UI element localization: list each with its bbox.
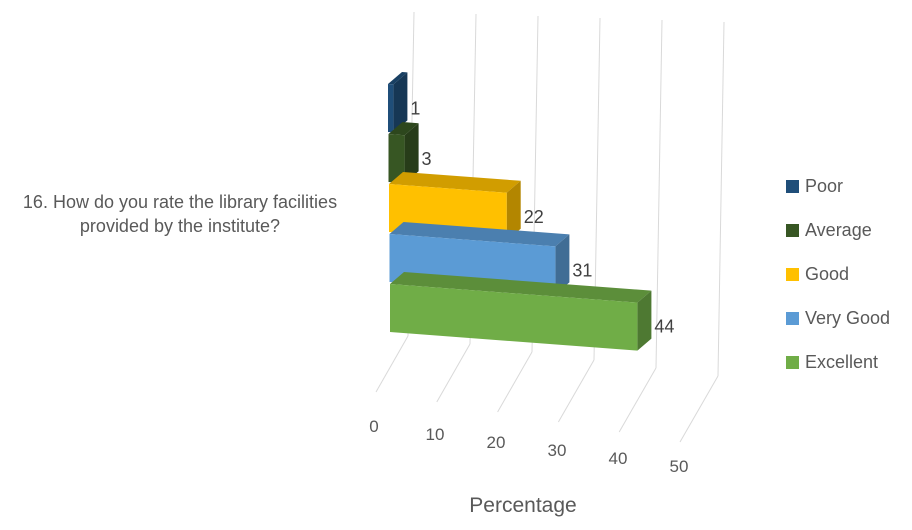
legend-swatch <box>786 311 799 325</box>
legend-label: Average <box>805 219 872 240</box>
legend-label: Poor <box>805 175 844 196</box>
x-tick-label: 10 <box>426 425 445 444</box>
bar-top-excellent <box>390 272 652 303</box>
legend-label: Good <box>805 263 850 284</box>
floor-gridline <box>436 343 471 403</box>
data-label-average: 3 <box>422 149 432 169</box>
bar-average <box>388 134 405 184</box>
data-label-good: 22 <box>524 207 544 227</box>
bar-side-poor <box>393 72 408 133</box>
bar-poor <box>388 84 394 133</box>
bar-top-poor <box>388 72 408 85</box>
bar-side-good <box>506 180 521 241</box>
legend-item-very-good: Very Good <box>786 296 890 340</box>
bar-side-average <box>404 123 419 184</box>
floor-gridline <box>375 335 409 393</box>
x-tick-label: 30 <box>548 441 567 460</box>
legend-label: Excellent <box>805 351 879 372</box>
legend-swatch <box>786 179 799 193</box>
floor-gridline <box>557 359 595 423</box>
x-tick-label: 40 <box>609 449 628 468</box>
x-axis-title: Percentage <box>469 494 576 517</box>
data-label-poor: 1 <box>410 98 420 118</box>
category-label: 16. How do you rate the library faciliti… <box>22 192 338 236</box>
data-label-very-good: 31 <box>572 260 592 280</box>
bar-excellent <box>390 284 638 351</box>
legend-swatch <box>786 355 799 369</box>
floor-gridline <box>618 367 657 433</box>
legend-swatch <box>786 267 799 281</box>
floor-gridline <box>497 351 533 413</box>
gridline <box>655 19 663 369</box>
bar-top-very-good <box>389 222 570 247</box>
floor-gridline <box>679 375 719 443</box>
legend: Poor Average Good Very Good Excellent <box>786 164 890 384</box>
legend-label: Very Good <box>805 307 891 328</box>
legend-item-average: Average <box>786 208 890 252</box>
bar-top-average <box>388 122 419 136</box>
bar-top-good <box>389 172 521 193</box>
x-tick-label: 0 <box>369 417 378 436</box>
legend-item-good: Good <box>786 252 890 296</box>
data-label-excellent: 44 <box>654 317 674 337</box>
legend-item-poor: Poor <box>786 164 890 208</box>
x-tick-label: 50 <box>670 457 689 476</box>
x-tick-label: 20 <box>487 433 506 452</box>
gridline <box>717 21 725 377</box>
bar-side-very-good <box>555 234 570 295</box>
legend-item-excellent: Excellent <box>786 340 890 384</box>
legend-swatch <box>786 223 799 237</box>
bar-side-excellent <box>637 290 652 351</box>
